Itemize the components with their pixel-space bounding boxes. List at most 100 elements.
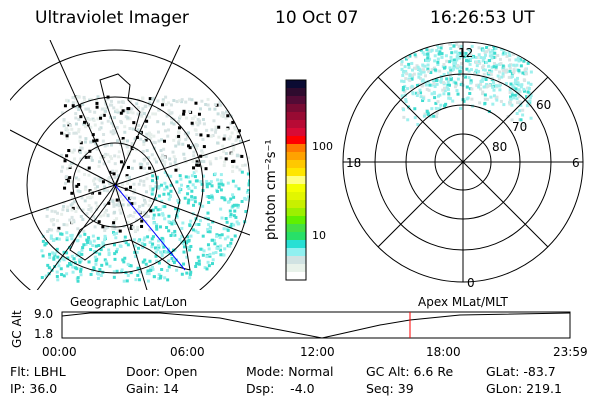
emission-pixel <box>103 238 107 242</box>
emission-pixel <box>148 166 152 170</box>
emission-pixel <box>442 66 446 70</box>
emission-pixel <box>119 105 123 109</box>
emission-pixel <box>79 146 83 150</box>
emission-pixel <box>221 144 225 148</box>
emission-pixel <box>485 50 489 54</box>
emission-pixel <box>60 153 64 157</box>
emission-pixel <box>235 137 239 141</box>
emission-pixel <box>181 142 185 146</box>
emission-pixel <box>44 274 48 278</box>
emission-pixel <box>178 187 182 191</box>
emission-pixel <box>140 219 144 223</box>
emission-pixel <box>214 125 218 129</box>
emission-pixel <box>182 262 186 266</box>
emission-pixel <box>468 91 472 95</box>
emission-pixel <box>186 246 190 250</box>
emission-pixel <box>67 123 71 127</box>
emission-pixel <box>400 62 404 66</box>
emission-pixel <box>80 196 84 200</box>
emission-pixel <box>87 118 91 122</box>
emission-pixel <box>159 156 163 160</box>
emission-pixel <box>71 206 75 210</box>
emission-pixel <box>483 97 487 101</box>
emission-pixel <box>126 165 130 169</box>
emission-pixel <box>492 88 496 92</box>
emission-pixel <box>122 260 126 264</box>
emission-pixel <box>128 187 132 191</box>
emission-pixel <box>244 210 248 214</box>
emission-pixel <box>52 252 56 256</box>
emission-pixel <box>488 54 492 58</box>
emission-pixel <box>118 142 122 146</box>
emission-pixel <box>138 205 142 209</box>
emission-pixel <box>71 196 75 200</box>
emission-pixel <box>113 252 117 256</box>
emission-pixel <box>89 156 93 160</box>
emission-pixel <box>48 256 52 260</box>
emission-pixel <box>175 100 179 104</box>
emission-pixel <box>143 258 147 262</box>
emission-pixel <box>126 139 130 143</box>
emission-pixel <box>78 151 82 155</box>
emission-pixel <box>170 117 174 121</box>
emission-pixel <box>211 220 215 224</box>
colorbar-segment <box>286 96 306 105</box>
emission-pixel <box>179 265 183 269</box>
emission-pixel <box>122 279 126 283</box>
emission-pixel <box>79 269 83 273</box>
emission-pixel <box>133 137 137 141</box>
emission-pixel <box>129 185 133 189</box>
emission-pixel <box>213 103 217 107</box>
emission-pixel <box>493 51 497 55</box>
emission-pixel <box>139 166 143 170</box>
emission-pixel <box>136 208 140 212</box>
emission-pixel <box>106 97 110 101</box>
emission-pixel <box>488 59 492 63</box>
emission-pixel <box>516 81 520 85</box>
emission-pixel <box>41 239 45 243</box>
emission-pixel <box>142 179 146 183</box>
emission-pixel <box>210 262 214 266</box>
emission-pixel <box>152 221 156 225</box>
emission-pixel <box>138 210 142 214</box>
emission-pixel <box>213 172 217 176</box>
emission-pixel <box>452 66 456 70</box>
emission-pixel <box>213 242 217 246</box>
emission-pixel <box>167 259 171 263</box>
emission-pixel <box>492 80 496 84</box>
emission-pixel <box>487 71 491 75</box>
emission-pixel <box>112 116 116 120</box>
emission-pixel <box>209 162 213 166</box>
emission-pixel <box>413 53 417 57</box>
emission-pixel <box>163 217 167 221</box>
emission-pixel <box>127 199 131 203</box>
emission-pixel <box>134 148 138 152</box>
emission-pixel <box>57 237 61 241</box>
emission-pixel <box>447 92 451 96</box>
emission-pixel <box>236 222 240 226</box>
emission-pixel <box>218 233 222 237</box>
emission-pixel <box>89 272 93 276</box>
emission-pixel <box>137 123 141 127</box>
emission-pixel <box>92 118 96 122</box>
emission-pixel <box>226 244 230 248</box>
emission-pixel <box>187 187 191 191</box>
emission-pixel <box>483 93 487 97</box>
emission-pixel <box>490 56 494 60</box>
emission-pixel <box>171 232 175 236</box>
emission-pixel <box>50 219 54 223</box>
emission-pixel <box>514 87 518 91</box>
emission-pixel <box>73 97 77 101</box>
emission-pixel <box>105 262 109 266</box>
emission-pixel <box>89 140 93 144</box>
emission-pixel <box>195 261 199 265</box>
emission-pixel <box>89 190 93 194</box>
emission-pixel <box>103 258 107 262</box>
emission-pixel <box>160 267 164 271</box>
colorbar-segment <box>286 112 306 121</box>
emission-pixel <box>124 194 128 198</box>
emission-pixel <box>434 101 438 105</box>
emission-pixel <box>410 61 414 65</box>
emission-pixel <box>114 169 118 173</box>
emission-pixel <box>130 142 134 146</box>
